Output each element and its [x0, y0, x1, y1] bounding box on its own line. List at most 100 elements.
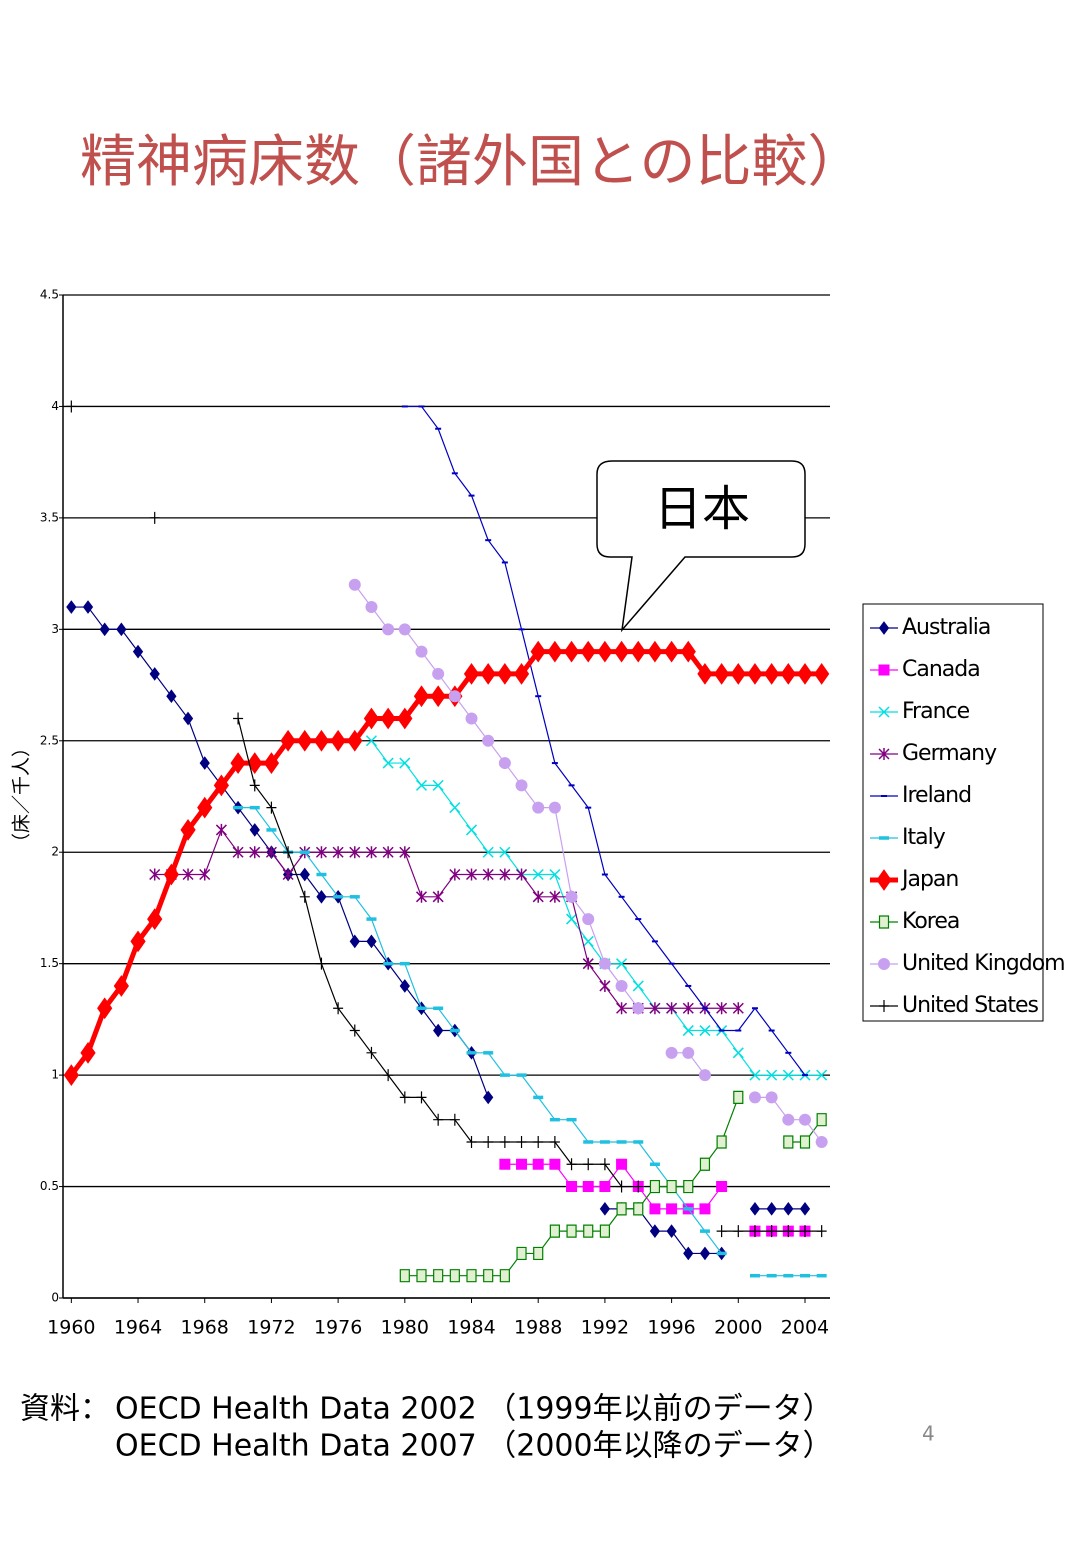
legend-label: Australia — [902, 615, 990, 640]
marker — [449, 1113, 460, 1126]
series — [63, 640, 830, 1086]
marker — [549, 868, 561, 881]
legend-label: Ireland — [902, 783, 971, 808]
marker — [732, 1002, 744, 1015]
marker — [399, 757, 411, 769]
marker — [699, 1203, 711, 1215]
marker — [582, 913, 595, 926]
marker — [466, 1135, 477, 1148]
source-line: OECD Health Data 2002 （1999年以前のデータ） — [115, 1392, 833, 1427]
marker — [747, 663, 763, 685]
marker — [549, 1135, 560, 1148]
y-tick-label: 1 — [51, 1068, 59, 1082]
x-tick-label: 1964 — [114, 1317, 162, 1339]
marker — [348, 578, 361, 591]
marker — [733, 1225, 744, 1238]
marker — [515, 779, 528, 792]
marker — [163, 863, 179, 886]
page-number: 4 — [922, 1422, 935, 1446]
marker — [333, 1002, 344, 1015]
marker — [213, 774, 230, 797]
marker — [499, 1135, 510, 1148]
series — [233, 805, 827, 1278]
marker — [63, 1064, 79, 1086]
marker — [199, 868, 211, 881]
marker — [730, 663, 746, 685]
y-tick-label: 2 — [51, 845, 59, 859]
marker — [415, 645, 428, 658]
marker — [449, 1269, 460, 1283]
legend-marker — [879, 1000, 889, 1012]
marker — [666, 1179, 677, 1194]
legend-label: United States — [902, 993, 1039, 1018]
marker — [499, 868, 511, 881]
marker — [583, 1158, 594, 1171]
marker — [680, 640, 696, 663]
marker — [483, 1090, 494, 1105]
marker — [533, 1135, 544, 1148]
marker — [632, 1002, 645, 1015]
marker — [316, 957, 327, 970]
legend-label: France — [902, 699, 970, 724]
marker — [416, 1091, 427, 1104]
marker — [682, 1002, 694, 1015]
marker — [132, 644, 144, 659]
legend-label: Korea — [902, 909, 959, 934]
legend-marker — [878, 706, 890, 718]
marker — [399, 1269, 410, 1283]
marker — [583, 1224, 594, 1238]
series-line — [354, 584, 639, 1009]
marker — [398, 623, 411, 636]
marker — [399, 1091, 410, 1104]
marker — [616, 958, 628, 970]
marker — [316, 889, 327, 904]
marker — [649, 1224, 661, 1238]
marker — [463, 663, 480, 685]
marker — [782, 1113, 795, 1126]
marker — [816, 1113, 827, 1127]
callout: 日本 — [596, 460, 806, 633]
marker — [349, 846, 361, 859]
marker — [549, 890, 561, 903]
x-tick-label: 2000 — [714, 1317, 762, 1339]
x-tick-label: 1972 — [247, 1317, 295, 1339]
marker — [649, 1002, 661, 1015]
marker — [766, 1069, 778, 1081]
marker — [799, 1135, 811, 1149]
marker — [432, 667, 445, 680]
marker — [699, 1157, 711, 1171]
marker — [347, 729, 363, 752]
marker — [630, 640, 646, 663]
marker — [582, 957, 594, 970]
series — [66, 400, 827, 1238]
marker — [480, 663, 496, 685]
marker — [783, 1202, 794, 1216]
series — [401, 405, 808, 1077]
marker — [647, 640, 663, 663]
marker — [815, 1135, 828, 1148]
source-label: 資料： — [20, 1392, 110, 1427]
marker — [116, 622, 127, 637]
marker — [365, 735, 377, 747]
marker — [449, 868, 461, 881]
marker — [766, 1225, 777, 1238]
marker — [799, 1225, 810, 1238]
legend-label: Canada — [902, 657, 980, 682]
marker — [533, 1246, 544, 1261]
marker — [113, 975, 129, 997]
x-tick-label: 1988 — [514, 1317, 562, 1339]
marker — [483, 1135, 494, 1148]
marker — [513, 663, 530, 685]
marker — [448, 690, 461, 703]
marker — [716, 1181, 728, 1193]
y-tick-label: 4.5 — [40, 288, 59, 302]
marker — [766, 1202, 777, 1216]
marker — [599, 1224, 611, 1238]
marker — [382, 757, 394, 769]
marker — [516, 1158, 528, 1170]
marker — [797, 663, 813, 685]
marker — [415, 890, 428, 903]
marker — [682, 1046, 695, 1059]
marker — [299, 890, 310, 903]
